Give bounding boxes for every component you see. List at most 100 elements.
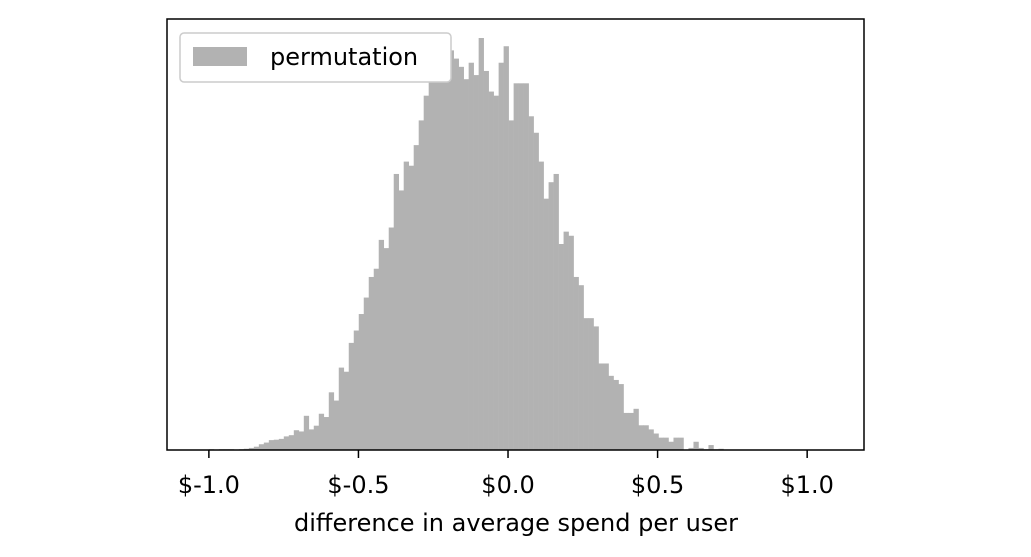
histogram-bar <box>538 161 544 450</box>
legend-swatch <box>193 47 247 66</box>
histogram-bar <box>293 430 300 450</box>
histogram-bar <box>308 429 315 450</box>
histogram-bar <box>403 161 410 450</box>
histogram-bar <box>483 70 489 451</box>
histogram-bar <box>638 425 644 450</box>
histogram-bar <box>443 38 449 450</box>
histogram-bar <box>603 363 609 450</box>
histogram-bar <box>598 363 604 450</box>
histogram-bar <box>253 446 260 450</box>
histogram-bar <box>573 276 579 450</box>
histogram-bar <box>523 83 529 450</box>
histogram-bar <box>533 132 539 450</box>
histogram-bar <box>493 95 499 451</box>
histogram-bar <box>463 79 469 450</box>
histogram-bar <box>363 297 370 450</box>
histogram-bar <box>513 83 519 450</box>
histogram-bars <box>208 38 724 451</box>
histogram-bar <box>248 447 255 450</box>
x-tick-label: $0.0 <box>481 471 534 499</box>
histogram-bar <box>678 437 684 450</box>
histogram-bar <box>558 244 564 450</box>
histogram-bar <box>613 379 619 450</box>
legend-box <box>179 32 452 83</box>
legend-label: permutation <box>270 43 418 71</box>
x-tick-label: $1.0 <box>780 471 833 499</box>
x-tick-label: $-0.5 <box>327 471 389 499</box>
histogram-bar <box>438 50 444 451</box>
histogram-bar <box>648 429 654 450</box>
histogram-bar <box>343 371 350 450</box>
histogram-bar <box>468 62 474 450</box>
histogram-bar <box>418 120 424 451</box>
histogram-bar <box>478 38 484 450</box>
x-axis-label: difference in average spend per user <box>294 509 738 537</box>
histogram-bar <box>273 439 280 450</box>
histogram-bar <box>528 116 534 450</box>
histogram-bar <box>498 62 504 450</box>
histogram-bar <box>473 75 479 450</box>
histogram-bar <box>353 330 360 450</box>
histogram-bar <box>698 447 704 450</box>
histogram-bar <box>488 91 494 450</box>
x-tick-label: $-1.0 <box>178 471 240 499</box>
histogram-bar <box>348 342 355 450</box>
histogram-bar <box>393 173 400 450</box>
histogram-bar <box>423 95 429 451</box>
histogram-bar <box>618 384 624 450</box>
plot-frame <box>166 18 865 451</box>
histogram-bar <box>658 437 664 450</box>
histogram-bar <box>503 46 509 451</box>
histogram-bar <box>453 58 459 450</box>
histogram-bar <box>288 435 295 450</box>
histogram-bar <box>458 66 464 450</box>
histogram-bar <box>543 198 549 450</box>
histogram-bar <box>408 165 415 450</box>
histogram-bar <box>338 367 345 450</box>
histogram-bar <box>313 425 320 450</box>
histogram-bar <box>643 425 649 450</box>
histogram-bar <box>448 50 454 451</box>
histogram-bar <box>258 444 265 450</box>
histogram-bar <box>518 83 524 450</box>
histogram-bar <box>708 445 714 450</box>
histogram-bar <box>633 408 639 450</box>
histogram-bar <box>508 120 514 451</box>
histogram-bar <box>628 412 634 450</box>
histogram-bar <box>428 66 434 450</box>
histogram-bar <box>688 447 694 450</box>
histogram-bar <box>593 326 599 450</box>
histogram-bar <box>398 190 405 450</box>
histogram-bar <box>588 318 594 450</box>
histogram-bar <box>378 239 385 450</box>
histogram-bar <box>283 436 290 450</box>
histogram-bar <box>578 285 584 450</box>
x-tick-label: $0.5 <box>631 471 684 499</box>
histogram-bar <box>433 62 439 450</box>
histogram-bar <box>583 318 589 450</box>
histogram-bar <box>298 431 305 450</box>
histogram-bar <box>373 268 380 450</box>
histogram-bar <box>388 227 395 450</box>
histogram-bar <box>563 231 569 450</box>
histogram-bar <box>548 182 554 450</box>
histogram-bar <box>608 375 614 450</box>
histogram-bar <box>318 413 325 450</box>
histogram-bar <box>303 415 310 450</box>
histogram-bar <box>368 276 375 450</box>
histogram-bar <box>623 412 629 450</box>
histogram-bar <box>278 438 285 450</box>
histogram-bar <box>263 442 270 450</box>
histogram-bar <box>693 441 699 450</box>
histogram-bar <box>268 440 275 450</box>
legend: permutation <box>179 32 452 83</box>
histogram-bar <box>323 417 330 450</box>
histogram-bar <box>333 400 340 450</box>
x-axis-ticks: $-1.0 $-0.5 $0.0 $0.5 $1.0 <box>178 450 834 499</box>
histogram-bar <box>568 235 574 450</box>
histogram-bar <box>553 173 559 450</box>
histogram-bar <box>413 145 419 450</box>
histogram-bar <box>383 248 390 450</box>
histogram-bar <box>668 441 674 450</box>
